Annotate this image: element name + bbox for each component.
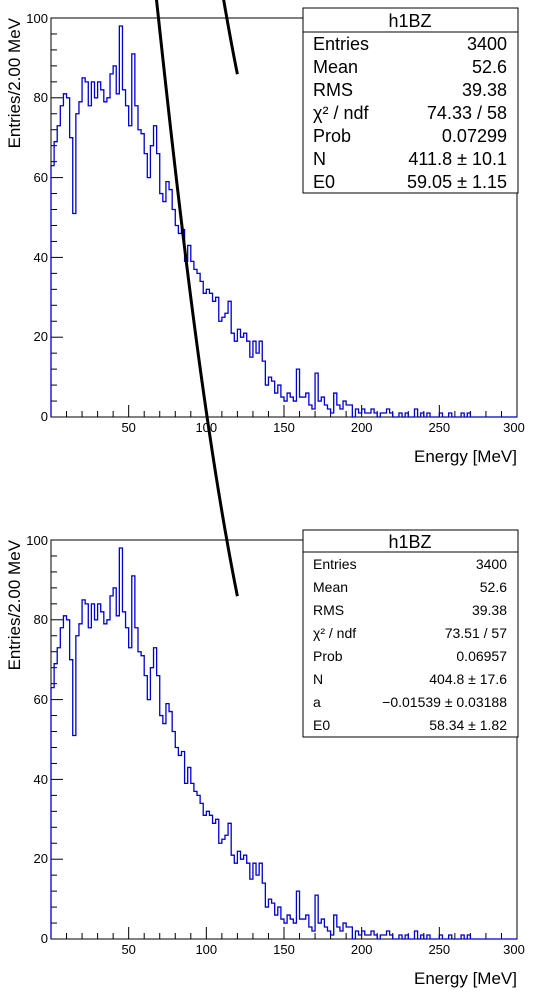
stat-label: N <box>313 149 326 169</box>
stat-value: 39.38 <box>462 80 507 100</box>
stat-value: 0.06957 <box>456 648 507 664</box>
x-tick-label: 300 <box>503 420 525 435</box>
stat-label: a <box>313 694 321 710</box>
stat-label: RMS <box>313 602 344 618</box>
stat-value: 411.8 ± 10.1 <box>408 149 507 169</box>
y-tick-label: 60 <box>34 692 48 707</box>
x-tick-label: 200 <box>351 420 373 435</box>
stat-label: Mean <box>313 579 348 595</box>
stat-value: 74.33 / 58 <box>427 103 507 123</box>
y-tick-label: 0 <box>41 931 48 946</box>
stat-value: 73.51 / 57 <box>445 625 507 641</box>
stat-label: χ² / ndf <box>313 103 369 123</box>
stats-box-2: h1BZ Entries 3400 Mean 52.6 RMS 39.38 χ²… <box>302 529 519 738</box>
fit-curve-2 <box>155 0 239 597</box>
stat-value: 52.6 <box>472 57 507 77</box>
stats-box-title: h1BZ <box>388 11 431 31</box>
x-axis-title: Energy [MeV] <box>414 447 517 466</box>
y-tick-label: 100 <box>26 533 48 548</box>
x-tick-label: 250 <box>428 942 450 957</box>
histogram-series-1 <box>50 25 517 418</box>
stat-value: 52.6 <box>480 579 507 595</box>
stat-value: 58.34 ± 1.82 <box>429 717 507 733</box>
stat-label: Entries <box>313 556 357 572</box>
stat-value: 39.38 <box>472 602 507 618</box>
x-tick-label: 50 <box>121 420 135 435</box>
stat-label: RMS <box>313 80 353 100</box>
stat-value: −0.01539 ± 0.03188 <box>382 694 507 710</box>
stat-value: 59.05 ± 1.15 <box>407 172 507 192</box>
histogram-series-2 <box>50 547 517 940</box>
stat-label: χ² / ndf <box>313 625 356 641</box>
stat-value: 0.07299 <box>442 126 507 146</box>
stat-label: E0 <box>313 717 330 733</box>
stat-value: 3400 <box>476 556 507 572</box>
stat-label: N <box>313 671 323 687</box>
y-axis-title: Entries/2.00 MeV <box>5 17 24 148</box>
stat-value: 404.8 ± 17.6 <box>429 671 507 687</box>
stat-label: E0 <box>313 172 335 192</box>
x-tick-label: 100 <box>195 420 217 435</box>
stat-label: Prob <box>313 648 343 664</box>
y-tick-label: 0 <box>41 409 48 424</box>
y-tick-label: 20 <box>34 851 48 866</box>
y-tick-label: 40 <box>34 250 48 265</box>
x-tick-label: 300 <box>503 942 525 957</box>
x-tick-label: 50 <box>121 942 135 957</box>
y-tick-label: 80 <box>34 90 48 105</box>
chart-panel-1: 0 20 40 60 80 100 50 100 150 200 250 300… <box>5 0 525 466</box>
y-axis-title: Entries/2.00 MeV <box>5 539 24 670</box>
y-tick-label: 100 <box>26 11 48 26</box>
chart-panel-2: 0 20 40 60 80 100 50 100 150 200 250 300… <box>5 0 525 988</box>
y-tick-label: 80 <box>34 612 48 627</box>
x-tick-label: 150 <box>273 420 295 435</box>
x-tick-label: 100 <box>195 942 217 957</box>
stat-label: Mean <box>313 57 358 77</box>
stat-label: Prob <box>313 126 351 146</box>
y-tick-label: 40 <box>34 772 48 787</box>
y-tick-label: 20 <box>34 329 48 344</box>
x-tick-label: 150 <box>273 942 295 957</box>
stat-label: Entries <box>313 34 369 54</box>
fit-curve-1 <box>222 0 239 75</box>
x-tick-label: 200 <box>351 942 373 957</box>
stat-value: 3400 <box>467 34 507 54</box>
y-tick-label: 60 <box>34 170 48 185</box>
x-tick-label: 250 <box>428 420 450 435</box>
stats-box-title: h1BZ <box>388 532 431 552</box>
x-axis-title: Energy [MeV] <box>414 969 517 988</box>
stats-box-1: h1BZ Entries 3400 Mean 52.6 RMS 39.38 χ²… <box>302 7 519 194</box>
